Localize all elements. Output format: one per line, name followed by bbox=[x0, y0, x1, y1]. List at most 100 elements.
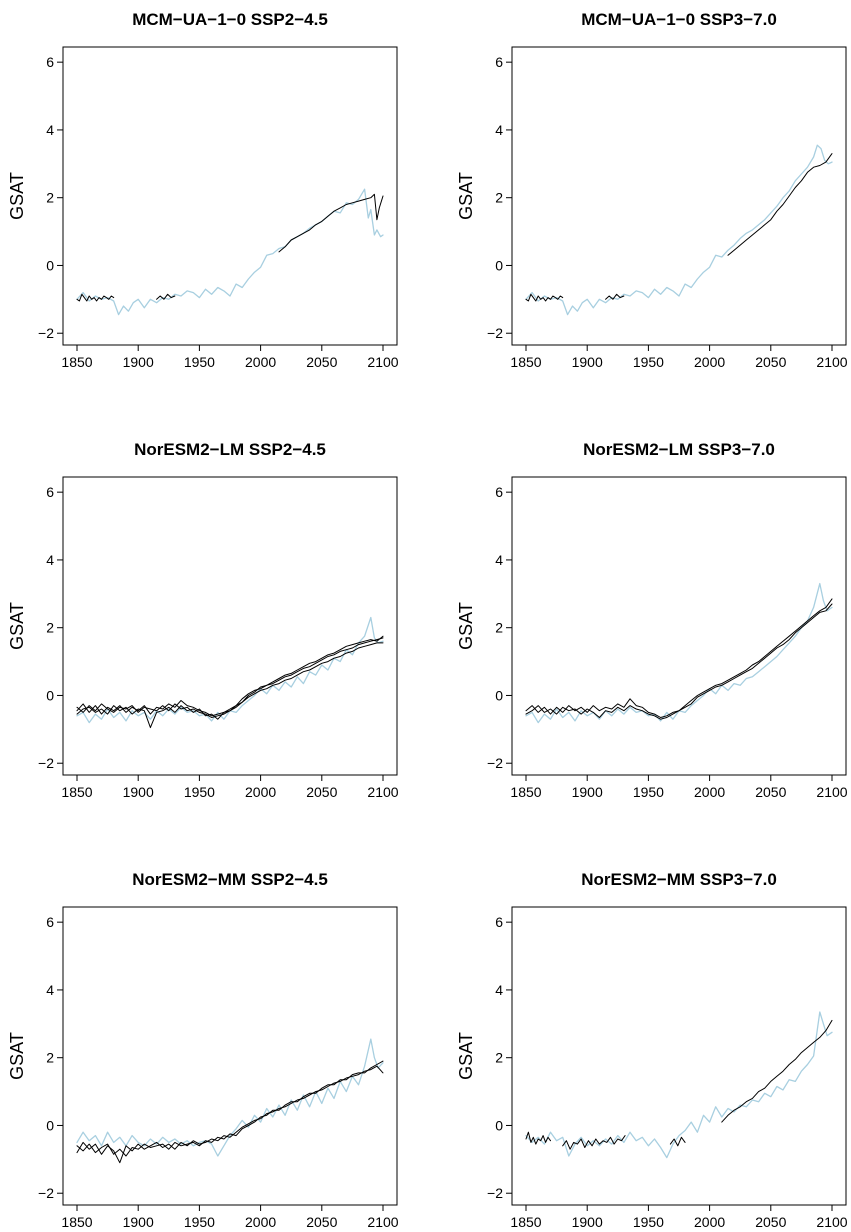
series-line-model bbox=[525, 603, 833, 720]
y-axis-label: GSAT bbox=[456, 602, 476, 650]
series-line-model bbox=[76, 637, 384, 717]
y-tick-label: 4 bbox=[495, 982, 503, 998]
series-line-reference bbox=[76, 616, 384, 724]
panel-3: NorESM2−LM SSP2−4.5 −2 0 2 4 6 1850 1900 1950 200… bbox=[7, 440, 399, 800]
panel-5: NorESM2−MM SSP2−4.5 −2 0 2 4 6 1850 1900 1950 200… bbox=[7, 870, 399, 1230]
y-axis-label: GSAT bbox=[456, 1032, 476, 1080]
y-tick-label: 6 bbox=[46, 54, 54, 70]
y-tick-label: −2 bbox=[487, 1185, 503, 1201]
x-tick-label: 2000 bbox=[694, 1214, 725, 1230]
y-tick-label: 0 bbox=[46, 257, 54, 273]
x-tick-label: 2050 bbox=[755, 784, 786, 800]
x-tick-label: 2000 bbox=[694, 354, 725, 370]
y-tick-label: 4 bbox=[495, 122, 503, 138]
y-tick-label: 0 bbox=[495, 1117, 503, 1133]
panel-title: NorESM2−MM SSP2−4.5 bbox=[132, 870, 328, 889]
x-tick-label: 1900 bbox=[123, 784, 154, 800]
panel-title: NorESM2−MM SSP3−7.0 bbox=[581, 870, 777, 889]
x-tick-label: 2100 bbox=[816, 1214, 847, 1230]
series-line-model bbox=[156, 293, 176, 300]
panel-title: MCM−UA−1−0 SSP3−7.0 bbox=[581, 10, 777, 29]
y-tick-label: 0 bbox=[46, 687, 54, 703]
x-tick-label: 1950 bbox=[633, 784, 664, 800]
y-tick-label: −2 bbox=[38, 325, 54, 341]
y-tick-label: −2 bbox=[38, 755, 54, 771]
series-line-model bbox=[525, 598, 833, 718]
series-line-reference bbox=[76, 188, 384, 316]
y-tick-label: 6 bbox=[46, 914, 54, 930]
y-tick-label: −2 bbox=[487, 755, 503, 771]
y-tick-label: 2 bbox=[495, 1050, 503, 1066]
series-line-model bbox=[76, 1060, 384, 1157]
y-tick-label: 6 bbox=[495, 54, 503, 70]
x-tick-label: 1850 bbox=[510, 784, 541, 800]
y-tick-label: 0 bbox=[495, 257, 503, 273]
panel-1: MCM−UA−1−0 SSP2−4.5 −2 0 2 4 6 1850 1900 1950 200… bbox=[7, 10, 399, 370]
plot-frame bbox=[511, 476, 847, 776]
y-axis-label: GSAT bbox=[7, 172, 27, 220]
x-tick-label: 1850 bbox=[510, 1214, 541, 1230]
x-tick-label: 1850 bbox=[61, 354, 92, 370]
x-tick-label: 1950 bbox=[184, 354, 215, 370]
series-line-model bbox=[605, 293, 625, 300]
y-tick-label: 4 bbox=[46, 982, 54, 998]
series-line-model bbox=[525, 293, 564, 302]
x-tick-label: 1900 bbox=[572, 784, 603, 800]
x-tick-label: 2050 bbox=[755, 1214, 786, 1230]
series-line-model bbox=[76, 293, 115, 302]
plot-frame bbox=[62, 476, 398, 776]
x-tick-label: 2050 bbox=[306, 1214, 337, 1230]
y-tick-label: 0 bbox=[495, 687, 503, 703]
x-tick-label: 2100 bbox=[367, 1214, 398, 1230]
y-tick-label: 6 bbox=[495, 914, 503, 930]
y-axis-label: GSAT bbox=[456, 172, 476, 220]
series-line-reference bbox=[525, 582, 833, 724]
plot-frame bbox=[62, 46, 398, 346]
x-tick-label: 2000 bbox=[245, 784, 276, 800]
panel-2: MCM−UA−1−0 SSP3−7.0 −2 0 2 4 6 1850 1900 1950 200… bbox=[456, 10, 848, 370]
x-tick-label: 2050 bbox=[306, 354, 337, 370]
x-tick-label: 1950 bbox=[184, 784, 215, 800]
x-tick-label: 1950 bbox=[633, 354, 664, 370]
plot-frame bbox=[511, 906, 847, 1206]
x-tick-label: 1900 bbox=[572, 354, 603, 370]
x-tick-label: 1950 bbox=[633, 1214, 664, 1230]
x-tick-label: 2100 bbox=[367, 354, 398, 370]
panel-title: NorESM2−LM SSP2−4.5 bbox=[134, 440, 326, 459]
y-tick-label: 4 bbox=[46, 122, 54, 138]
x-tick-label: 1900 bbox=[123, 1214, 154, 1230]
x-tick-label: 2000 bbox=[694, 784, 725, 800]
series-line-reference bbox=[525, 144, 833, 316]
y-axis-label: GSAT bbox=[7, 602, 27, 650]
y-tick-label: 2 bbox=[46, 190, 54, 206]
series-line-model bbox=[727, 153, 833, 256]
series-line-model bbox=[562, 1135, 626, 1150]
x-tick-label: 1900 bbox=[123, 354, 154, 370]
series-line-model bbox=[76, 642, 384, 729]
plot-frame bbox=[62, 906, 398, 1206]
series-line-model bbox=[76, 1065, 384, 1164]
x-tick-label: 1900 bbox=[572, 1214, 603, 1230]
panel-6: NorESM2−MM SSP3−7.0 −2 0 2 4 6 1850 1900 1950 200… bbox=[456, 870, 848, 1230]
panel-title: MCM−UA−1−0 SSP2−4.5 bbox=[132, 10, 328, 29]
y-tick-label: 2 bbox=[46, 1050, 54, 1066]
y-tick-label: 2 bbox=[46, 620, 54, 636]
series-line-reference bbox=[525, 1011, 833, 1159]
y-tick-label: 6 bbox=[495, 484, 503, 500]
x-tick-label: 2050 bbox=[755, 354, 786, 370]
x-tick-label: 1850 bbox=[61, 1214, 92, 1230]
plot-frame bbox=[511, 46, 847, 346]
x-tick-label: 2100 bbox=[816, 784, 847, 800]
x-tick-label: 1950 bbox=[184, 1214, 215, 1230]
y-tick-label: 2 bbox=[495, 190, 503, 206]
x-tick-label: 2100 bbox=[367, 784, 398, 800]
y-tick-label: 0 bbox=[46, 1117, 54, 1133]
series-line-reference bbox=[76, 1038, 384, 1157]
y-axis-label: GSAT bbox=[7, 1032, 27, 1080]
y-tick-label: −2 bbox=[487, 325, 503, 341]
y-tick-label: 4 bbox=[495, 552, 503, 568]
series-line-model bbox=[721, 1019, 833, 1123]
y-tick-label: 2 bbox=[495, 620, 503, 636]
series-line-model bbox=[525, 1131, 551, 1145]
